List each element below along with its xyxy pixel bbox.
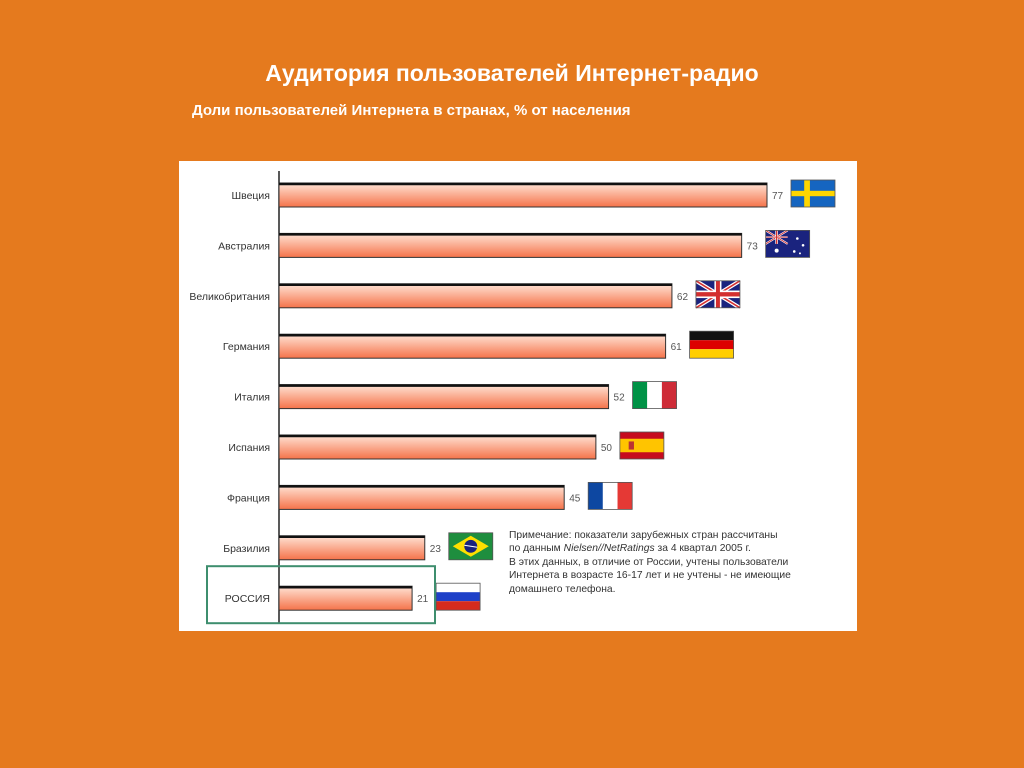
highlight-box <box>206 565 436 625</box>
data-label: 52 <box>614 393 626 404</box>
france-flag <box>587 481 633 510</box>
note-line: Интернета в возрасте 16-17 лет и не учте… <box>509 570 791 582</box>
data-label: 62 <box>677 292 689 303</box>
category-label: Великобритания <box>189 291 270 303</box>
category-label: Испания <box>228 442 270 454</box>
data-label: 23 <box>430 544 442 555</box>
sweden-flag <box>790 179 836 208</box>
bar <box>278 434 597 460</box>
data-label: 45 <box>569 493 581 504</box>
bar <box>278 283 673 309</box>
australia-flag <box>765 229 811 258</box>
category-label: Италия <box>234 392 270 404</box>
note-line: по данным Nielsen//NetRatings за 4 кварт… <box>509 543 751 555</box>
note-source-brand: Nielsen//NetRatings <box>563 543 655 555</box>
note-line: домашнего телефона. <box>509 583 616 595</box>
italy-flag <box>632 381 677 410</box>
spain-flag <box>619 431 665 460</box>
data-label: 61 <box>671 342 683 353</box>
note-line: В этих данных, в отличие от России, учте… <box>509 556 789 568</box>
data-label: 50 <box>601 443 613 454</box>
bar <box>278 384 610 410</box>
page-subtitle: Доли пользователей Интернета в странах, … <box>192 102 631 119</box>
bar <box>278 585 413 611</box>
bar <box>278 182 768 208</box>
category-label: Австралия <box>218 240 270 252</box>
data-label: 21 <box>417 594 429 605</box>
bar <box>278 232 743 258</box>
category-label: Швеция <box>232 190 271 202</box>
russia-flag <box>435 582 481 611</box>
data-label: 77 <box>772 191 784 202</box>
data-label: 73 <box>747 241 759 252</box>
category-label: РОССИЯ <box>225 593 270 605</box>
bar <box>278 535 426 561</box>
bar <box>278 484 565 510</box>
germany-flag <box>689 330 734 359</box>
category-label: Бразилия <box>223 543 270 555</box>
category-label: Германия <box>223 341 270 353</box>
page-title: Аудитория пользователей Интернет-радио <box>265 60 759 86</box>
bar <box>278 333 667 359</box>
bar-chart: Швеция 77 Австралия 73 Великобритания 62 Герма… <box>189 171 836 625</box>
brazil-flag <box>448 532 494 561</box>
category-label: Франция <box>227 492 270 504</box>
uk-flag <box>694 279 741 310</box>
chart-panel: Швеция 77 Австралия 73 Великобритания 62 Герма… <box>179 161 857 631</box>
chart-note: Примечание: показатели зарубежных стран … <box>509 529 829 596</box>
note-line: Примечание: показатели зарубежных стран … <box>509 530 778 541</box>
